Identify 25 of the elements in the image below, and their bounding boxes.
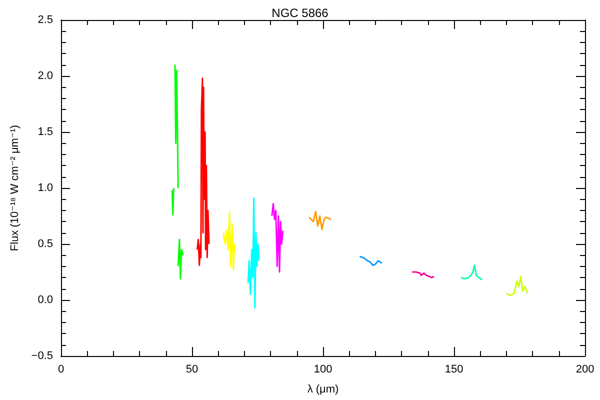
line-series bbox=[506, 276, 529, 296]
y-tick-label: 0.5 bbox=[38, 238, 53, 250]
y-tick-label: 1.0 bbox=[38, 182, 53, 194]
line-series bbox=[358, 256, 383, 266]
x-axis-title: λ (μm) bbox=[307, 384, 339, 396]
line-series bbox=[460, 264, 483, 281]
line-series bbox=[308, 210, 332, 230]
x-tick-label: 50 bbox=[186, 364, 198, 376]
x-tick-label: 100 bbox=[314, 364, 332, 376]
x-tick-label: 200 bbox=[576, 364, 594, 376]
line-series bbox=[177, 238, 184, 280]
line-series bbox=[247, 197, 260, 309]
y-axis-title: Flux (10⁻¹⁸ W cm⁻² μm⁻¹) bbox=[8, 124, 21, 252]
y-tick-label: −0.5 bbox=[31, 350, 53, 362]
y-tick-label: 1.5 bbox=[38, 126, 53, 138]
x-tick-label: 0 bbox=[58, 364, 64, 376]
chart-title: NGC 5866 bbox=[272, 6, 329, 20]
line-series bbox=[222, 212, 236, 271]
line-series bbox=[196, 77, 210, 266]
y-tick-label: 0.0 bbox=[38, 294, 53, 306]
line-series bbox=[271, 202, 284, 273]
x-tick-label: 150 bbox=[444, 364, 464, 376]
line-series bbox=[174, 64, 179, 189]
y-tick-label: 2.5 bbox=[38, 14, 53, 26]
y-tick-label: 2.0 bbox=[38, 70, 53, 82]
